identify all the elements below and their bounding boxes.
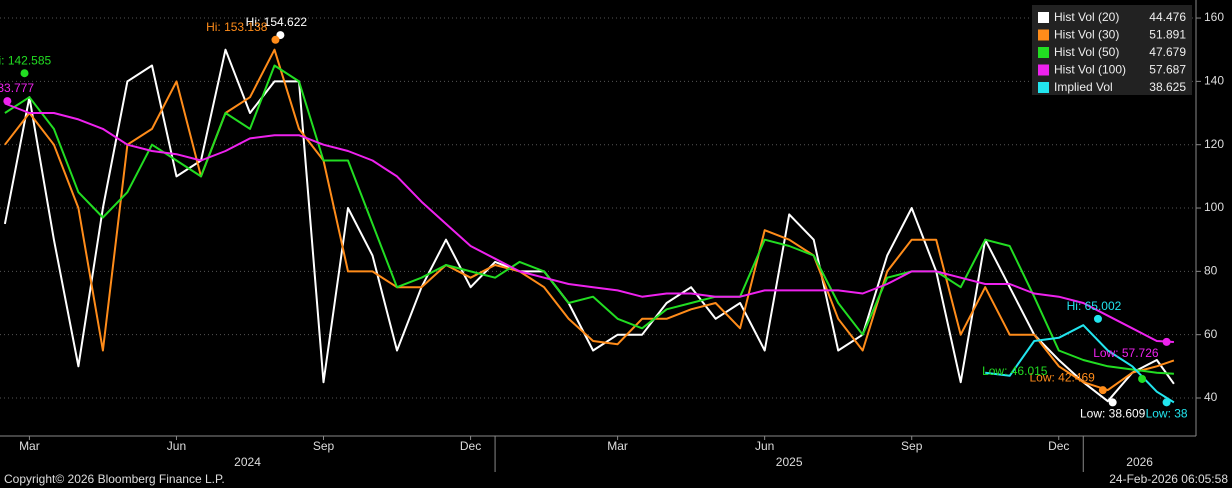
annotation-marker [1162,337,1171,346]
y-tick-label: 80 [1204,264,1218,278]
annotation-label: Hi: 154.622 [246,15,308,29]
y-tick-label: 40 [1204,390,1218,404]
footer-left: Copyright© 2026 Bloomberg Finance L.P. [4,472,225,486]
legend-swatch [1038,29,1049,41]
series-line [4,64,1174,375]
legend-value: 44.476 [1149,10,1186,24]
footer-right: 24-Feb-2026 06:05:58 [1109,472,1228,486]
annotation-marker [1138,374,1147,383]
y-tick-label: 60 [1204,327,1218,341]
annotation-label: Hi: 65.002 [1067,299,1122,313]
x-tick-label: Mar [19,439,40,453]
legend-label: Hist Vol (100) [1054,63,1126,77]
annotation-marker [1162,398,1171,407]
y-tick-label: 120 [1204,137,1224,151]
legend-swatch [1038,12,1049,23]
annotation-marker [1108,398,1117,407]
legend-label: Hist Vol (30) [1054,28,1119,42]
x-tick-label: Jun [755,439,774,453]
annotation-marker [3,97,12,106]
annotation-label: Low: 38.609 [1080,407,1146,421]
year-label: 2026 [1126,455,1153,469]
x-tick-label: Sep [313,439,335,453]
legend-swatch [1038,82,1049,93]
x-tick-label: Dec [1048,439,1069,453]
x-tick-label: Dec [460,439,481,453]
legend-label: Hist Vol (50) [1054,45,1119,59]
year-label: 2025 [776,455,803,469]
annotation-label: Low: 38 [1146,407,1188,421]
annotation-marker [20,69,29,78]
annotation-label: Hi: 153.138 [206,20,268,34]
legend-value: 51.891 [1149,28,1186,42]
annotation-marker [271,35,280,44]
annotation-label: Low: 42.469 [1029,370,1095,384]
annotation-label: Low: 57.726 [1093,346,1159,360]
legend-label: Implied Vol [1054,80,1113,94]
y-tick-label: 160 [1204,10,1224,24]
legend-label: Hist Vol (20) [1054,10,1119,24]
y-tick-label: 100 [1204,200,1224,214]
annotation-label: Hi: 133.777 [0,81,34,95]
legend-swatch [1038,64,1049,76]
legend-value: 38.625 [1149,80,1186,94]
x-tick-label: Jun [167,439,186,453]
annotation-label: Hi: 142.585 [0,53,52,67]
annotation-marker [1093,314,1102,323]
series-line [985,324,1175,404]
legend-value: 47.679 [1149,45,1186,59]
annotation-marker [1098,386,1107,395]
year-label: 2024 [234,455,261,469]
legend-swatch [1038,47,1049,58]
x-tick-label: Mar [607,439,628,453]
annotation-label: Low: 46.015 [982,364,1048,378]
legend-box [1032,5,1192,95]
series-line [4,102,1174,343]
x-tick-label: Sep [901,439,923,453]
y-tick-label: 140 [1204,74,1224,88]
legend-value: 57.687 [1149,63,1186,77]
legend: Hist Vol (20) 44.476 Hist Vol (30) 51.891 Hi… [1032,5,1192,95]
